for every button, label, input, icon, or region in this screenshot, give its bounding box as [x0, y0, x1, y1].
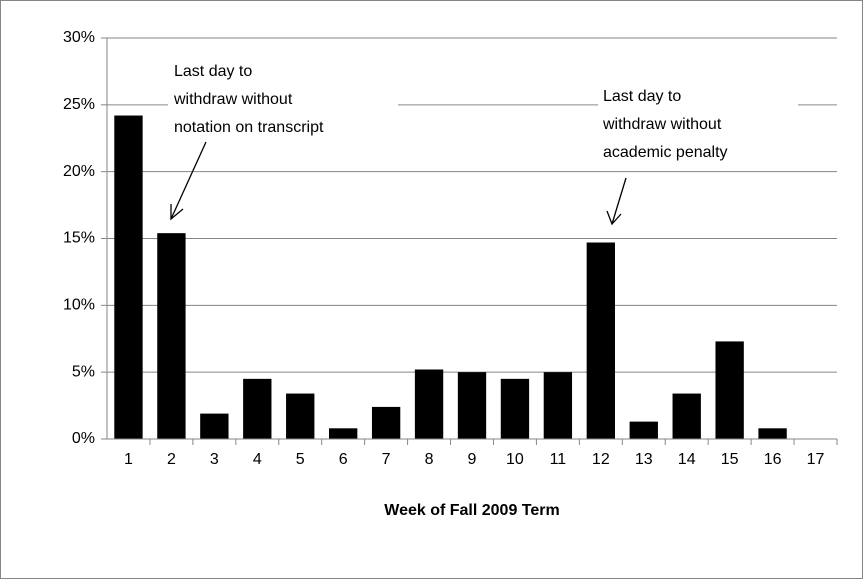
bar [758, 428, 787, 439]
bar [243, 378, 272, 439]
x-tick-label: 17 [807, 451, 825, 468]
annotation: withdraw without [602, 116, 722, 133]
annotation: academic penalty [603, 144, 728, 161]
bar [200, 413, 229, 439]
x-tick-label: 5 [296, 451, 305, 468]
x-tick-label: 2 [167, 451, 176, 468]
annotation: withdraw without [173, 91, 293, 108]
bar [286, 393, 315, 439]
bar [157, 233, 186, 439]
annotation: Last day to [603, 88, 681, 105]
x-tick-label: 6 [339, 451, 348, 468]
x-tick-label: 10 [506, 451, 524, 468]
x-tick-label: 4 [253, 451, 262, 468]
bar [715, 341, 744, 439]
x-tick-label: 7 [382, 451, 391, 468]
bars [114, 115, 787, 439]
x-tick-label: 15 [721, 451, 739, 468]
y-tick-label: 0% [72, 430, 95, 447]
bar [457, 372, 487, 439]
x-tick-label: 11 [550, 451, 567, 468]
bar [500, 378, 530, 439]
x-tick-label: 16 [764, 451, 782, 468]
y-tick-label: 25% [63, 96, 95, 113]
bar [114, 115, 143, 439]
x-tick-label: 12 [592, 451, 610, 468]
bar [629, 421, 658, 439]
x-tick-label: 13 [635, 451, 653, 468]
y-tick-label: 30% [63, 29, 95, 46]
x-axis-title: Week of Fall 2009 Term [384, 502, 559, 519]
bar [672, 393, 701, 439]
bar [414, 369, 444, 439]
y-tick-label: 10% [63, 297, 95, 314]
y-tick-label: 5% [72, 363, 95, 380]
bar [543, 372, 573, 439]
x-tick-label: 1 [124, 451, 133, 468]
bar [329, 428, 358, 439]
x-tick-label: 8 [425, 451, 434, 468]
x-tick-label: 9 [468, 451, 477, 468]
annotation-bg [598, 83, 798, 167]
arrows [170, 141, 627, 226]
annotation-bg [168, 58, 398, 142]
annotation: notation on transcript [174, 119, 324, 136]
x-tick-label: 14 [678, 451, 696, 468]
y-tick-label: 20% [63, 163, 95, 180]
y-tick-label: 15% [63, 230, 95, 247]
x-tick-label: 3 [210, 451, 219, 468]
annotation: Last day to [174, 63, 252, 80]
bar [371, 406, 401, 439]
bar [586, 242, 615, 439]
